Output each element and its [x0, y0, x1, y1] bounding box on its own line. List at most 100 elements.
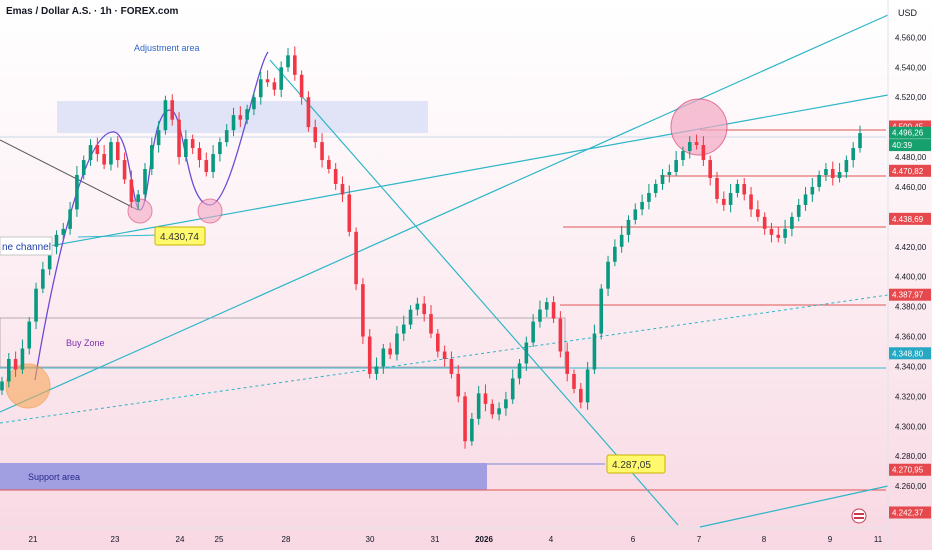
candle-body — [299, 74, 304, 98]
candle-body — [13, 358, 18, 370]
candle-body — [565, 351, 569, 374]
price-tag-box — [889, 463, 931, 476]
candle-body — [156, 130, 161, 146]
candle-body — [306, 97, 311, 128]
x-axis-label: 30 — [366, 535, 375, 544]
price-tag-text: 4.438,69 — [892, 215, 924, 224]
channel-label: ne channel — [2, 242, 51, 253]
y-axis-ticks: 4.560,00 4.540,00 4.520,00 4.480,00 4.460,00… — [895, 33, 927, 491]
callout-1-box — [154, 226, 206, 246]
support-area-label: Support area — [28, 472, 80, 482]
candle-body — [531, 321, 535, 343]
price-tag-box — [889, 164, 931, 177]
x-axis-label: 11 — [874, 535, 883, 544]
trendline-mid — [0, 94, 889, 256]
candle-body — [762, 216, 767, 229]
price-tags: 4.500,454.496,2640:394.470,824.438,694.3… — [889, 120, 931, 519]
x-axis-label: 31 — [431, 535, 440, 544]
candle-body — [606, 261, 610, 289]
candle-body — [653, 183, 658, 193]
candle-body — [429, 314, 433, 334]
candle-body — [722, 198, 726, 205]
callout-2-text: 4.287,05 — [612, 460, 651, 471]
candle-body — [81, 160, 86, 176]
candle-body — [150, 145, 154, 170]
candle-body — [735, 183, 740, 193]
channel-label-box — [0, 236, 53, 256]
candle-body — [61, 228, 66, 235]
x-axis-label: 24 — [176, 535, 185, 544]
candle-body — [231, 115, 236, 131]
buy-zone-box — [0, 317, 566, 368]
callout-1-text: 4.430,74 — [160, 232, 199, 243]
candle-body — [830, 169, 835, 178]
x-axis-label: 2026 — [475, 535, 493, 544]
candle-body — [660, 175, 665, 184]
candle-body — [687, 142, 692, 152]
candle-body — [47, 246, 52, 270]
candle-body — [245, 109, 249, 120]
price-tag-box — [889, 126, 931, 139]
candle-body — [190, 139, 195, 149]
candle-body — [442, 351, 447, 359]
y-tick-label: 4.260,00 — [895, 482, 927, 491]
y-tick-label: 4.360,00 — [895, 333, 927, 342]
candle-body — [388, 348, 392, 355]
y-tick-label: 4.540,00 — [895, 63, 927, 72]
adjustment-area-box — [57, 101, 428, 133]
candle-body — [0, 381, 4, 391]
candle-body — [41, 269, 45, 289]
candle-body — [333, 169, 338, 184]
dark-diagonal — [0, 139, 139, 211]
candle-body — [258, 79, 263, 98]
candle-body — [490, 403, 495, 415]
candle-body — [177, 119, 181, 158]
circle-pink-1 — [127, 198, 153, 224]
candle-body — [769, 228, 774, 235]
price-tag-text: 4.470,82 — [892, 167, 924, 176]
x-axis-label: 9 — [828, 535, 833, 544]
candle-body — [524, 342, 529, 364]
x-axis-label: 28 — [282, 535, 291, 544]
price-tag-text: 40:39 — [892, 141, 913, 150]
y-tick-label: 4.400,00 — [895, 273, 927, 282]
candle-body — [708, 160, 712, 178]
price-tag-box — [889, 288, 931, 301]
currency-label: USD — [898, 8, 918, 18]
candle-body — [129, 179, 134, 202]
candle-body — [538, 309, 542, 322]
candle-body — [34, 288, 38, 322]
candle-body — [810, 186, 815, 195]
candle-body — [197, 148, 202, 161]
candle-body — [313, 127, 318, 143]
price-tag-text: 4.496,26 — [892, 129, 924, 138]
candle-body — [401, 324, 406, 334]
y-tick-label: 4.320,00 — [895, 392, 927, 401]
candle-body — [599, 288, 604, 334]
candle-body — [667, 172, 672, 176]
candle-body — [204, 160, 209, 173]
candle-body — [54, 234, 59, 247]
y-tick-label: 4.460,00 — [895, 183, 927, 192]
candle-body — [109, 142, 113, 165]
candle-body — [122, 160, 127, 180]
candle-body — [626, 219, 631, 235]
buy-zone-label: Buy Zone — [66, 338, 105, 348]
price-tag-box — [889, 139, 931, 152]
candle-body — [279, 67, 283, 90]
candle-body — [517, 363, 522, 379]
candle-body — [456, 373, 461, 397]
candle-body — [756, 209, 760, 217]
candle-body — [544, 302, 549, 310]
flag-icon[interactable] — [851, 508, 867, 524]
candle-body — [776, 234, 781, 238]
candle-body — [619, 234, 624, 247]
y-tick-label: 4.560,00 — [895, 33, 927, 42]
x-axis-labels: 21 23 24 25 28 30 31 2026 4 6 7 8 9 11 — [29, 535, 883, 544]
candle-body — [102, 154, 106, 165]
candle-body — [286, 55, 290, 68]
candle-body — [790, 216, 794, 229]
candle-body — [27, 321, 32, 349]
